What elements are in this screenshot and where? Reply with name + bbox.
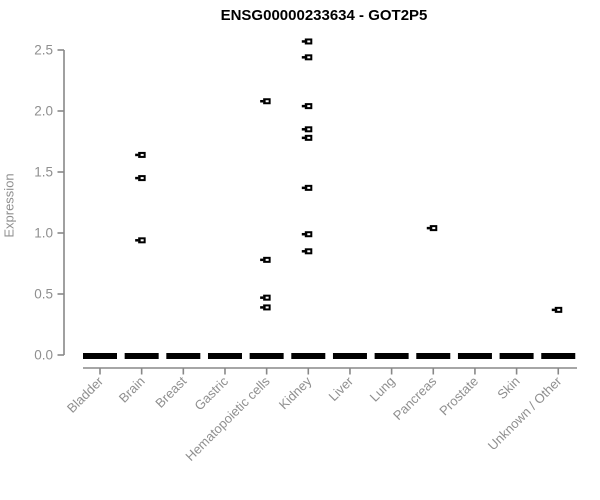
data-point-inner-dash — [265, 306, 269, 309]
x-category-label: Brain — [116, 374, 148, 406]
x-category-label: Bladder — [64, 373, 107, 416]
zero-expression-dash — [249, 353, 284, 359]
data-point-inner-dash — [432, 227, 436, 230]
y-tick-label: 1.5 — [34, 165, 53, 180]
zero-expression-dash — [207, 353, 242, 359]
data-point-whisker — [260, 296, 264, 299]
chart-title: ENSG00000233634 - GOT2P5 — [220, 7, 428, 24]
zero-expression-dash — [332, 353, 367, 359]
data-point-whisker — [260, 258, 264, 262]
data-point-whisker — [135, 153, 139, 157]
x-category-label: Prostate — [436, 374, 481, 419]
data-point-inner-dash — [307, 40, 311, 43]
zero-expression-dash — [83, 353, 117, 359]
data-point-whisker — [426, 226, 430, 230]
data-point-whisker — [260, 306, 264, 309]
data-point-whisker — [301, 128, 305, 131]
data-point-whisker — [551, 308, 555, 312]
data-point-whisker — [260, 99, 264, 103]
x-category-label: Lung — [367, 374, 398, 405]
y-tick-label: 1.0 — [34, 226, 53, 241]
data-point-inner-dash — [140, 153, 144, 156]
data-point-inner-dash — [307, 250, 311, 253]
x-category-label: Skin — [494, 374, 522, 402]
data-point-whisker — [301, 136, 305, 140]
data-point-whisker — [135, 239, 139, 242]
y-tick-label: 2.0 — [34, 104, 53, 119]
data-point-inner-dash — [557, 308, 561, 311]
data-point-whisker — [301, 104, 305, 108]
x-category-label: Pancreas — [390, 373, 440, 423]
y-tick-label: 0.5 — [34, 287, 53, 302]
zero-expression-dash — [416, 353, 451, 359]
zero-expression-dash — [166, 353, 201, 359]
zero-expression-dash — [499, 353, 534, 359]
data-point-inner-dash — [140, 177, 144, 180]
x-category-label: Liver — [326, 373, 357, 404]
zero-expression-dash — [291, 353, 326, 359]
data-point-inner-dash — [265, 296, 269, 299]
data-point-whisker — [301, 232, 305, 236]
x-category-label: Kidney — [276, 373, 315, 412]
y-tick-label: 2.5 — [34, 43, 53, 58]
data-point-inner-dash — [265, 258, 269, 261]
data-point-inner-dash — [307, 105, 311, 108]
zero-expression-dash — [124, 353, 159, 359]
data-point-inner-dash — [140, 239, 144, 242]
data-point-whisker — [301, 250, 305, 253]
x-category-label: Unknown / Other — [485, 373, 565, 453]
data-point-inner-dash — [307, 233, 311, 236]
y-tick-label: 0.0 — [34, 348, 53, 363]
data-point-whisker — [301, 40, 305, 43]
data-point-inner-dash — [307, 136, 311, 139]
x-category-label: Gastric — [191, 373, 231, 413]
zero-expression-dash — [457, 353, 492, 359]
x-category-label: Breast — [152, 373, 189, 410]
data-point-inner-dash — [307, 56, 311, 59]
data-point-whisker — [301, 186, 305, 190]
data-point-inner-dash — [307, 128, 311, 131]
data-point-whisker — [301, 56, 305, 59]
zero-expression-dash — [374, 353, 409, 359]
data-point-inner-dash — [265, 100, 269, 103]
data-point-inner-dash — [307, 186, 311, 189]
data-point-whisker — [135, 176, 139, 180]
zero-expression-dash — [541, 353, 576, 359]
